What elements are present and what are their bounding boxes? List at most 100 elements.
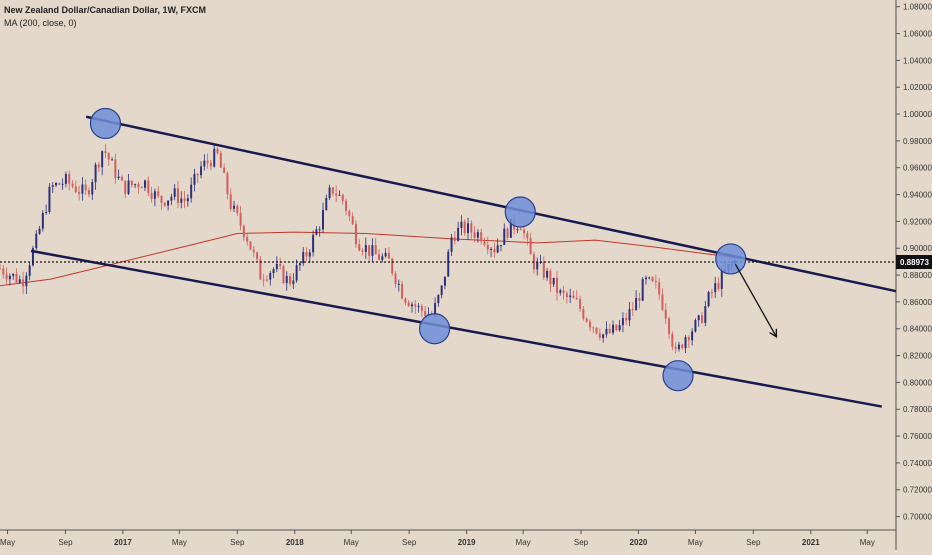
candle-body [664,309,667,319]
candle-body [602,334,605,338]
candle-body [114,159,117,179]
candle-body [275,263,278,270]
candle-body [648,277,651,279]
candle-body [173,188,176,197]
candle-body [420,306,423,311]
candle-body [585,318,588,322]
candle-body [219,153,222,168]
candle-body [183,198,186,202]
candle-body [625,318,628,321]
y-tick-label: 0.84000 [903,325,932,334]
candle-body [160,195,163,203]
indicator-label: MA (200, close, 0) [4,18,77,28]
candle-body [302,251,305,264]
y-tick-label: 0.82000 [903,352,932,361]
candle-body [460,221,463,228]
candle-body [417,306,420,308]
y-tick-label: 0.78000 [903,405,932,414]
candle-body [391,258,394,274]
candle-body [15,273,18,283]
candle-body [414,304,417,307]
candle-body [213,148,216,167]
candle-body [157,191,160,196]
candle-body [575,298,578,300]
candle-body [595,327,598,334]
candle-body [493,248,496,253]
chart-legend: New Zealand Dollar/Canadian Dollar, 1W, … [4,4,206,30]
candle-body [654,281,657,283]
candle-body [193,173,196,185]
candle-body [486,244,489,250]
candle-body [516,229,519,231]
candle-body [681,344,684,349]
x-tick-label: 2018 [286,538,304,547]
candle-body [229,194,232,209]
candle-body [111,159,114,161]
candle-body [38,228,41,234]
candle-body [361,250,364,252]
candle-body [605,328,608,335]
candle-body [318,229,321,231]
candle-body [292,280,295,284]
candle-body [447,251,450,277]
candle-body [144,180,147,188]
candle-body [134,184,137,186]
candle-body [368,245,371,256]
candle-body [503,228,506,246]
candle-body [519,229,522,231]
y-tick-label: 0.74000 [903,459,932,468]
candle-body [12,273,15,276]
touch-circle [418,313,451,345]
y-tick-label: 0.98000 [903,137,932,146]
candle-body [130,180,133,186]
current-price-label: 0.88973 [900,258,929,267]
y-tick-label: 1.00000 [903,110,932,119]
y-tick-label: 0.96000 [903,164,932,173]
x-tick-label: May [516,538,531,547]
candle-body [480,232,483,242]
candle-body [687,337,690,341]
candle-body [315,229,318,235]
candle-body [701,315,704,323]
candle-body [651,277,654,282]
candle-body [671,333,674,347]
candle-body [94,164,97,183]
x-tick-label: 2021 [802,538,820,547]
forecast-arrow-line [734,264,777,338]
y-tick-label: 0.76000 [903,432,932,441]
candle-body [45,211,48,213]
candle-body [147,180,150,193]
candle-body [615,324,618,331]
candle-body [285,275,288,284]
candle-body [437,295,440,304]
candle-body [279,263,282,267]
candle-body [410,304,413,307]
x-tick-label: 2017 [114,538,132,547]
y-tick-label: 0.90000 [903,244,932,253]
candle-body [265,279,268,281]
candle-body [308,252,311,257]
candle-body [345,200,348,212]
candle-body [618,325,621,331]
candle-body [358,244,361,251]
candle-body [236,205,239,214]
candle-body [124,180,127,194]
candle-body [127,180,130,194]
candle-body [394,273,397,284]
candle-body [249,241,252,250]
candle-body [8,275,11,280]
candle-body [104,151,107,154]
candle-body [565,293,568,298]
candle-body [404,298,407,303]
candle-body [140,187,143,189]
candle-body [295,265,298,281]
candle-body [546,270,549,278]
candle-body [58,183,61,185]
candle-body [2,268,5,275]
candle-body [384,252,387,257]
candle-body [572,295,575,299]
candle-body [0,268,1,270]
candle-body [331,187,334,194]
candle-body [612,324,615,333]
